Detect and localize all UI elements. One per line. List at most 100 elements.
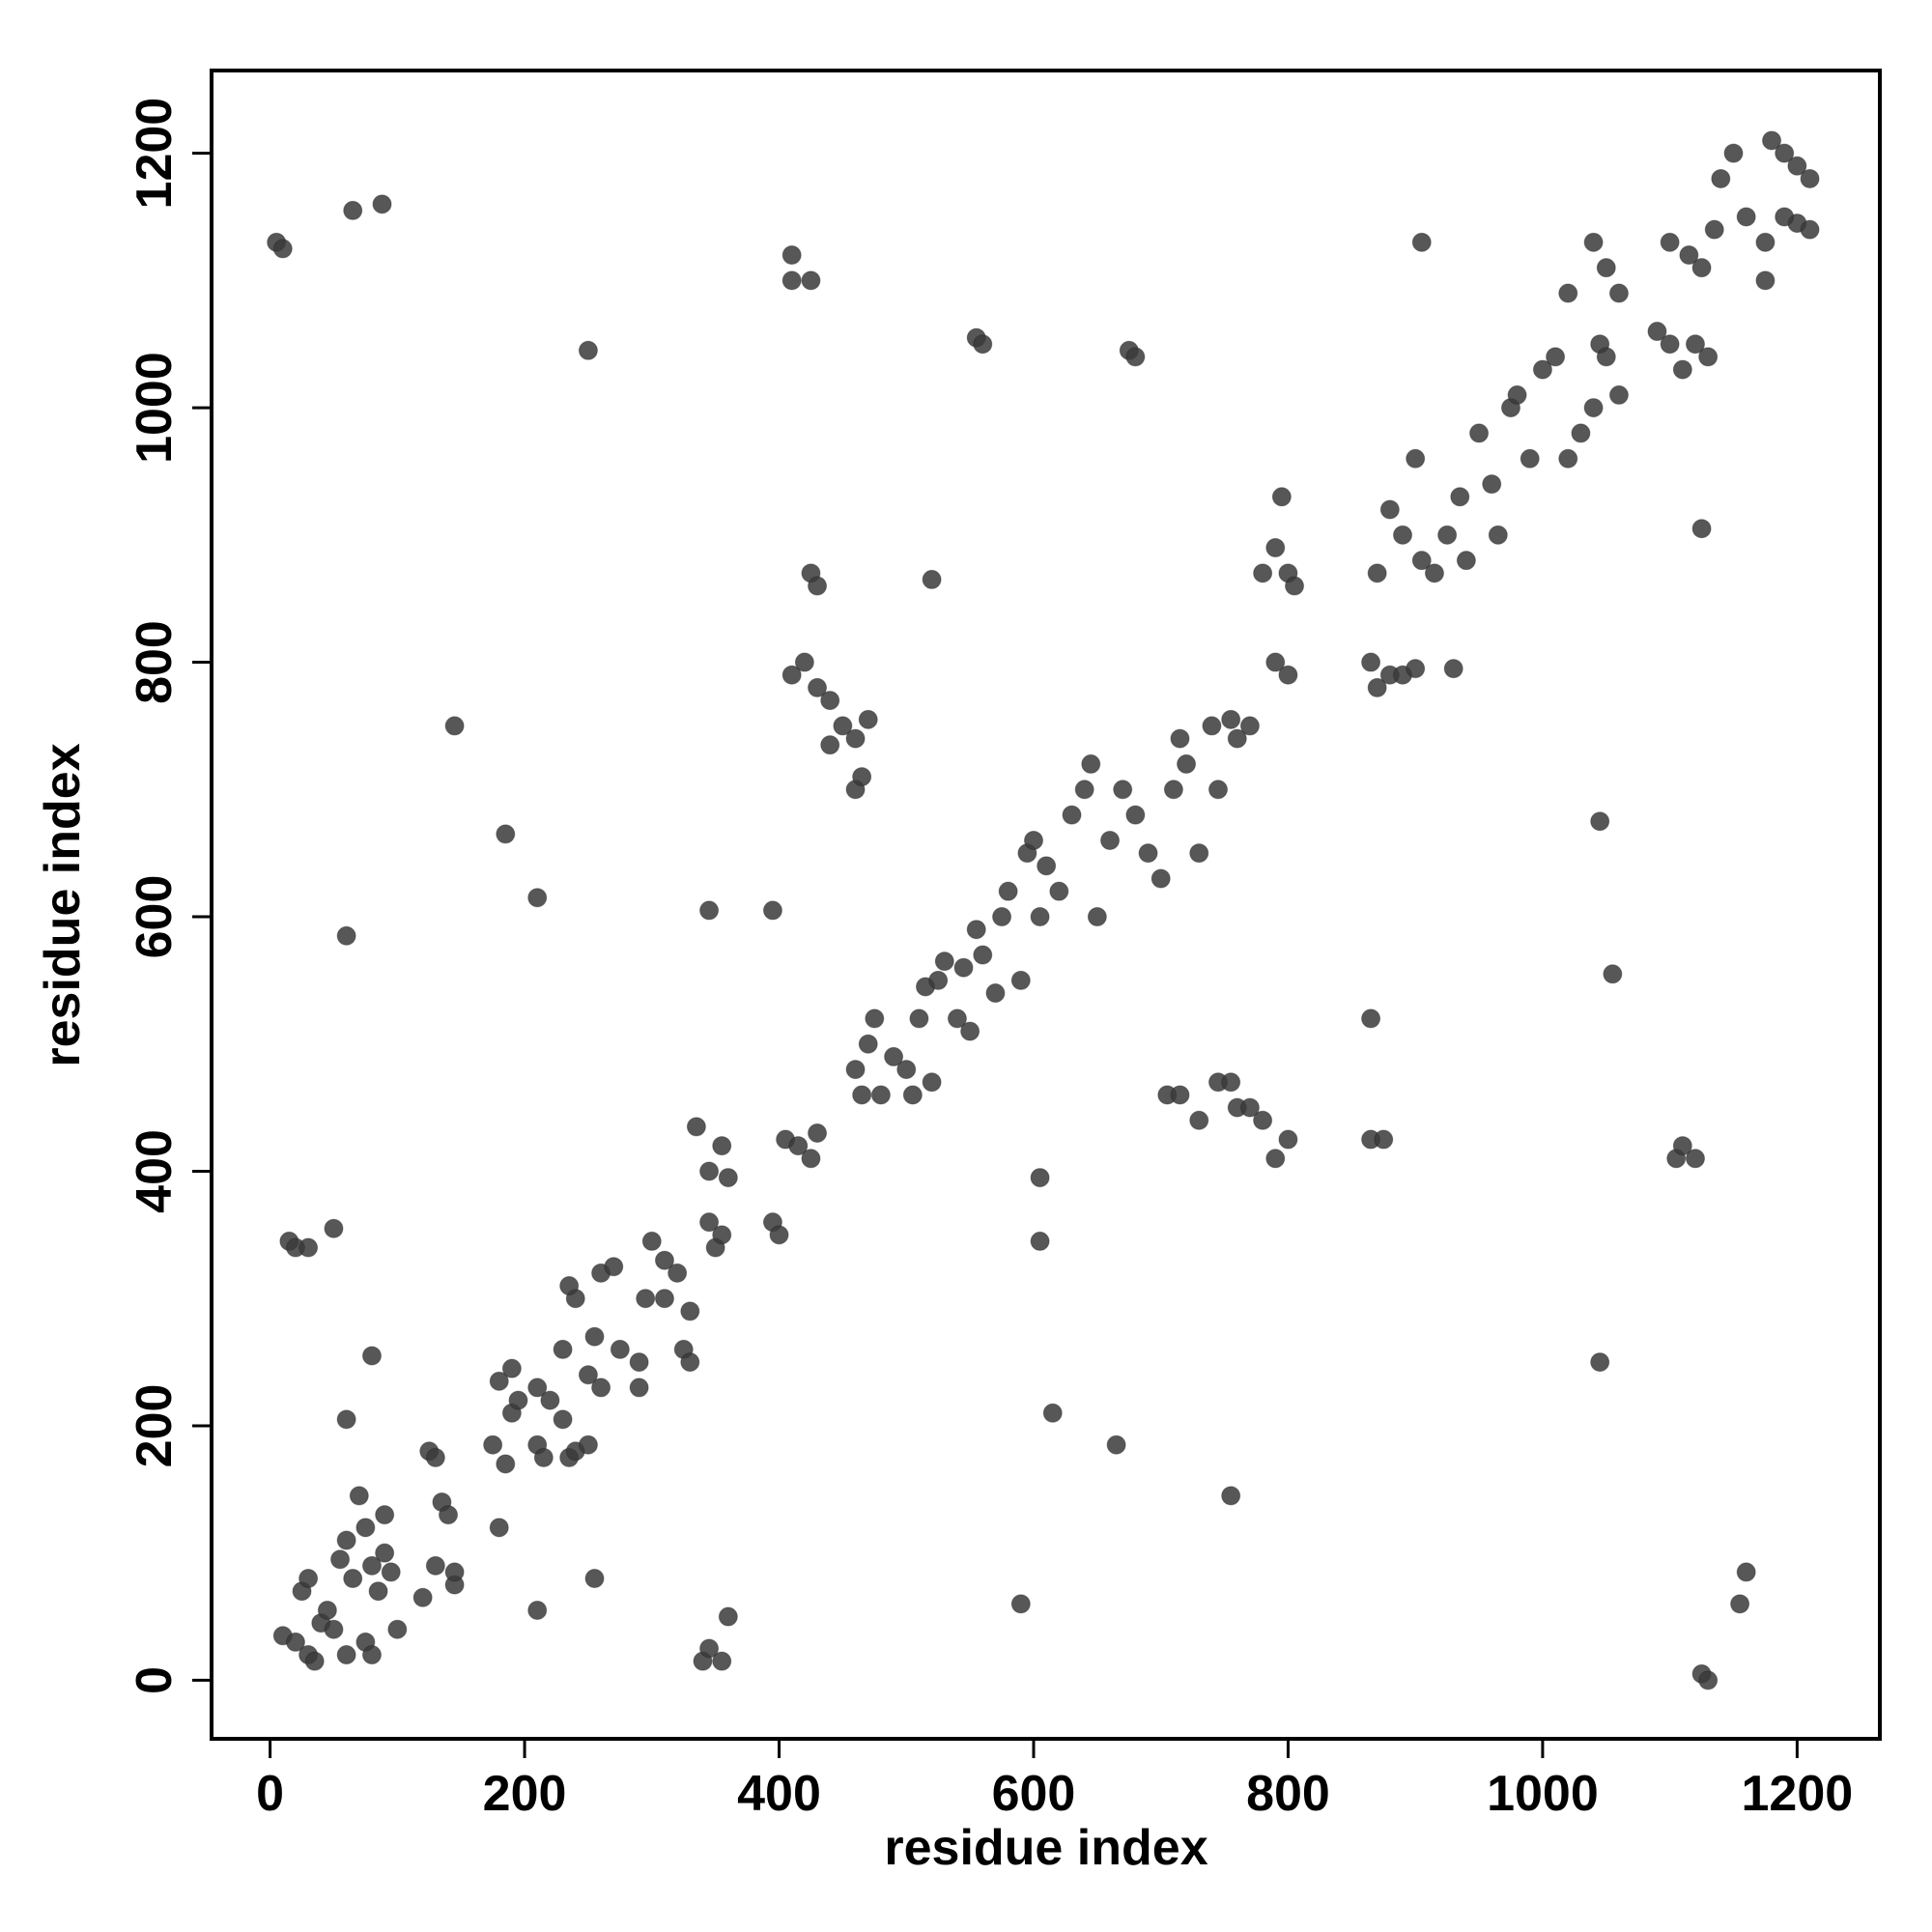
- point: [896, 1060, 917, 1080]
- point: [699, 1161, 720, 1181]
- point: [1202, 716, 1222, 736]
- point: [947, 1009, 967, 1029]
- point: [324, 1619, 344, 1639]
- point: [1507, 384, 1527, 405]
- x-tick-label: 0: [256, 1766, 284, 1822]
- point: [372, 194, 392, 214]
- point: [629, 1378, 649, 1398]
- point: [425, 1447, 445, 1467]
- point: [902, 1085, 923, 1105]
- x-tick-label: 200: [483, 1766, 567, 1822]
- point: [1558, 448, 1578, 469]
- point: [343, 1569, 363, 1589]
- point: [1736, 207, 1756, 227]
- point: [330, 1549, 351, 1570]
- point: [1660, 334, 1680, 355]
- point: [1424, 563, 1444, 583]
- point: [610, 1339, 630, 1359]
- point: [387, 1619, 408, 1639]
- point: [934, 952, 954, 972]
- point: [1221, 1486, 1241, 1506]
- point: [718, 1606, 738, 1627]
- point: [1138, 843, 1158, 864]
- point: [1411, 232, 1432, 252]
- point: [1406, 659, 1426, 679]
- y-tick-label: 0: [127, 1666, 183, 1694]
- point: [1239, 1097, 1260, 1118]
- point: [501, 1358, 522, 1378]
- point: [1221, 1072, 1241, 1093]
- point: [553, 1409, 573, 1430]
- point: [1253, 563, 1273, 583]
- point: [324, 1218, 344, 1238]
- point: [1113, 780, 1133, 800]
- point: [439, 1505, 459, 1525]
- point: [604, 1257, 624, 1277]
- point: [788, 1136, 809, 1156]
- point: [1590, 1352, 1610, 1373]
- point: [1278, 665, 1298, 685]
- point: [1679, 245, 1699, 266]
- point: [527, 1600, 548, 1620]
- point: [1711, 168, 1731, 188]
- point: [794, 652, 814, 672]
- x-axis-label: residue index: [884, 1820, 1208, 1876]
- point: [336, 1530, 356, 1550]
- point: [1482, 474, 1502, 495]
- point: [1775, 207, 1795, 227]
- point: [833, 716, 853, 736]
- point: [654, 1250, 674, 1270]
- point: [1265, 1149, 1286, 1169]
- point: [808, 1122, 828, 1143]
- point: [1730, 1594, 1750, 1614]
- y-tick-label: 1200: [127, 98, 183, 210]
- point: [343, 200, 363, 220]
- point: [1010, 1594, 1031, 1614]
- point: [973, 945, 993, 965]
- point: [381, 1562, 401, 1582]
- point: [654, 1289, 674, 1309]
- point: [1037, 856, 1057, 876]
- point: [298, 1237, 319, 1258]
- y-tick-label: 400: [127, 1129, 183, 1213]
- point: [1787, 156, 1807, 176]
- y-tick-label: 600: [127, 875, 183, 959]
- point: [1367, 677, 1387, 697]
- point: [1208, 780, 1228, 800]
- point: [584, 1569, 605, 1589]
- point: [1800, 219, 1820, 240]
- point: [349, 1486, 369, 1506]
- point: [1608, 384, 1629, 405]
- point: [629, 1352, 649, 1373]
- point: [1361, 652, 1381, 672]
- point: [973, 334, 993, 355]
- point: [368, 1581, 388, 1602]
- point: [1125, 805, 1146, 825]
- point: [591, 1378, 611, 1398]
- point: [1800, 168, 1820, 188]
- point: [1106, 1435, 1126, 1455]
- point: [285, 1632, 305, 1652]
- point: [1023, 830, 1043, 850]
- point: [808, 576, 828, 596]
- x-tick-label: 800: [1246, 1766, 1330, 1822]
- point: [584, 1326, 605, 1347]
- point: [1170, 1085, 1190, 1105]
- point: [1698, 347, 1719, 367]
- point: [769, 1225, 789, 1245]
- point: [820, 691, 840, 711]
- point: [1450, 487, 1470, 507]
- point: [858, 709, 878, 729]
- point: [1170, 728, 1190, 749]
- point: [1030, 1231, 1050, 1251]
- point: [852, 1085, 872, 1105]
- point: [508, 1390, 528, 1410]
- point: [1698, 1670, 1719, 1690]
- point: [699, 1212, 720, 1233]
- point: [1647, 322, 1667, 342]
- point: [966, 920, 986, 940]
- point: [928, 970, 949, 990]
- point: [533, 1447, 554, 1467]
- point: [355, 1518, 376, 1538]
- point: [1278, 1129, 1298, 1150]
